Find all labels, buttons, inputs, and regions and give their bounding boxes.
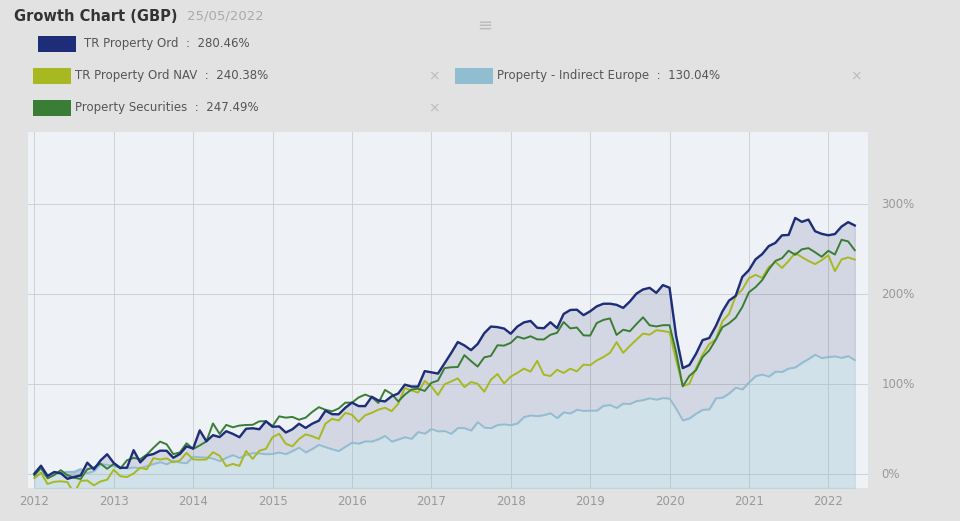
Text: 0%: 0% bbox=[881, 468, 900, 481]
Text: 100%: 100% bbox=[881, 378, 915, 391]
Bar bbox=[38, 36, 76, 52]
Text: TR Property Ord NAV  :  240.38%: TR Property Ord NAV : 240.38% bbox=[75, 69, 268, 82]
Text: ≡: ≡ bbox=[477, 17, 492, 35]
Text: ×: × bbox=[851, 69, 862, 83]
Text: Property Securities  :  247.49%: Property Securities : 247.49% bbox=[75, 102, 258, 115]
Text: 200%: 200% bbox=[881, 288, 915, 301]
Text: 300%: 300% bbox=[881, 197, 915, 210]
Text: TR Property Ord  :  280.46%: TR Property Ord : 280.46% bbox=[84, 38, 250, 51]
Text: Growth Chart (GBP): Growth Chart (GBP) bbox=[14, 9, 178, 24]
Text: ×: × bbox=[428, 69, 440, 83]
Bar bbox=[33, 68, 70, 84]
Text: 25/05/2022: 25/05/2022 bbox=[187, 9, 264, 22]
Text: ×: × bbox=[428, 101, 440, 115]
Text: Property - Indirect Europe  :  130.04%: Property - Indirect Europe : 130.04% bbox=[496, 69, 720, 82]
Bar bbox=[33, 101, 70, 116]
Bar bbox=[455, 68, 492, 84]
